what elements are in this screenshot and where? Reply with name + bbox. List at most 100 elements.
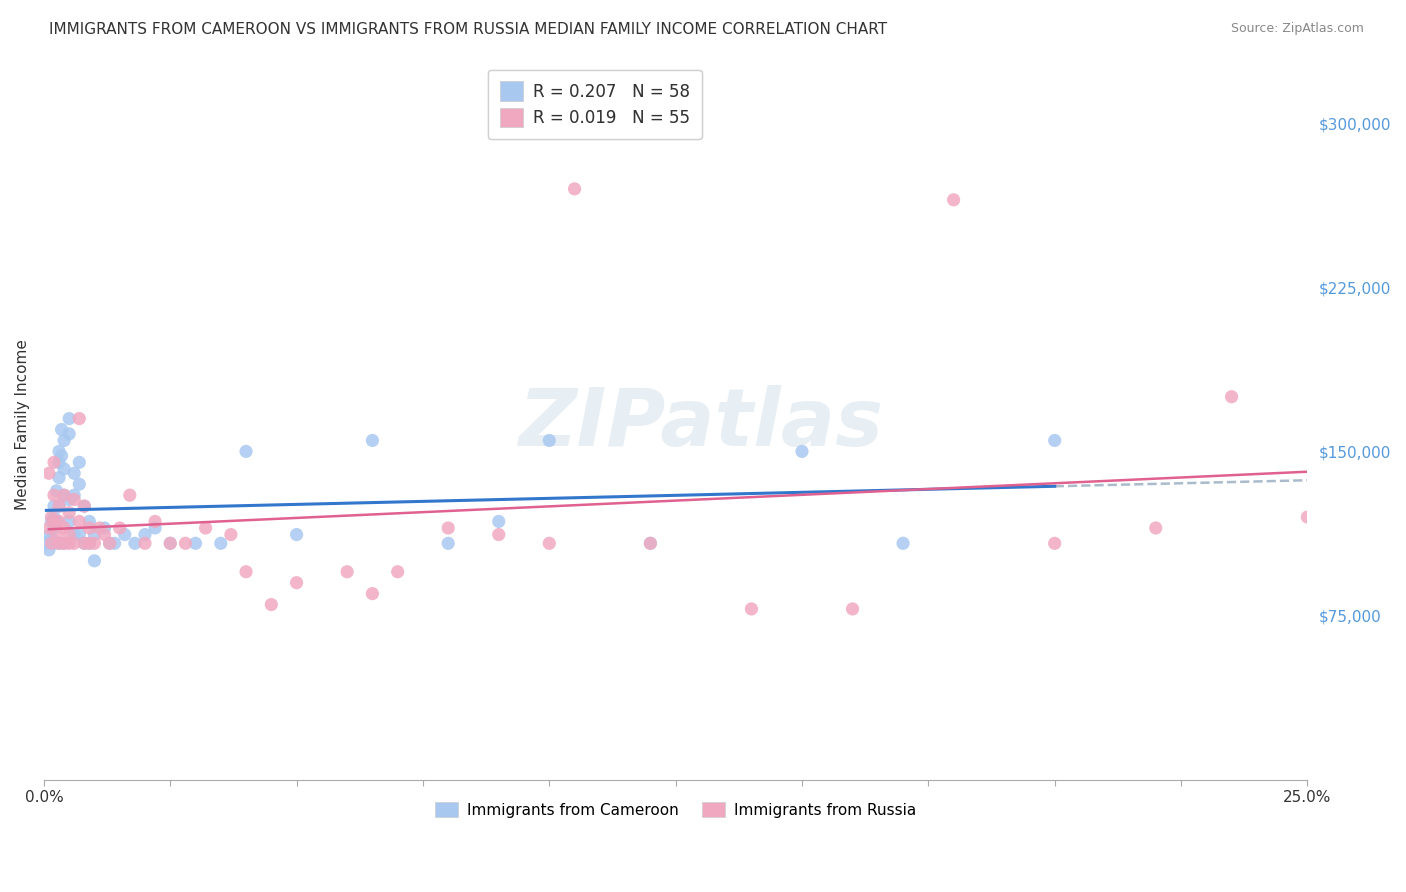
Point	[53, 434, 76, 448]
Point	[51, 449, 73, 463]
Point	[51, 423, 73, 437]
Point	[93, 527, 115, 541]
Point	[63, 527, 86, 541]
Point	[219, 527, 242, 541]
Point	[841, 602, 863, 616]
Point	[48, 471, 70, 485]
Y-axis label: Median Family Income: Median Family Income	[15, 339, 30, 509]
Point	[63, 536, 86, 550]
Point	[67, 527, 90, 541]
Point	[58, 506, 80, 520]
Point	[41, 532, 63, 546]
Point	[83, 527, 105, 541]
Point	[42, 455, 65, 469]
Point	[143, 515, 166, 529]
Point	[209, 536, 232, 550]
Point	[285, 575, 308, 590]
Point	[48, 515, 70, 529]
Point	[63, 467, 86, 481]
Point	[134, 536, 156, 550]
Point	[38, 521, 60, 535]
Point	[38, 467, 60, 481]
Point	[235, 444, 257, 458]
Point	[58, 527, 80, 541]
Point	[63, 492, 86, 507]
Point	[1296, 510, 1319, 524]
Point	[387, 565, 409, 579]
Point	[45, 527, 67, 541]
Point	[640, 536, 662, 550]
Point	[124, 536, 146, 550]
Point	[93, 521, 115, 535]
Point	[790, 444, 813, 458]
Point	[79, 521, 101, 535]
Point	[83, 536, 105, 550]
Point	[53, 521, 76, 535]
Point	[42, 536, 65, 550]
Point	[48, 455, 70, 469]
Text: ZIPatlas: ZIPatlas	[519, 385, 883, 463]
Point	[63, 488, 86, 502]
Point	[488, 527, 510, 541]
Point	[41, 536, 63, 550]
Point	[58, 411, 80, 425]
Point	[1043, 434, 1066, 448]
Point	[67, 515, 90, 529]
Point	[104, 536, 127, 550]
Point	[48, 536, 70, 550]
Point	[942, 193, 965, 207]
Point	[73, 536, 96, 550]
Point	[437, 521, 460, 535]
Point	[118, 488, 141, 502]
Point	[58, 426, 80, 441]
Point	[53, 462, 76, 476]
Point	[41, 510, 63, 524]
Point	[58, 536, 80, 550]
Point	[53, 488, 76, 502]
Point	[38, 542, 60, 557]
Point	[184, 536, 207, 550]
Point	[285, 527, 308, 541]
Point	[538, 536, 561, 550]
Text: Source: ZipAtlas.com: Source: ZipAtlas.com	[1230, 22, 1364, 36]
Point	[45, 483, 67, 498]
Point	[159, 536, 181, 550]
Point	[174, 536, 197, 550]
Point	[73, 536, 96, 550]
Point	[79, 536, 101, 550]
Point	[1043, 536, 1066, 550]
Point	[45, 515, 67, 529]
Legend: Immigrants from Cameroon, Immigrants from Russia: Immigrants from Cameroon, Immigrants fro…	[427, 794, 924, 825]
Point	[73, 499, 96, 513]
Point	[73, 499, 96, 513]
Point	[361, 587, 384, 601]
Point	[41, 515, 63, 529]
Point	[89, 521, 111, 535]
Point	[740, 602, 762, 616]
Point	[79, 536, 101, 550]
Point	[53, 488, 76, 502]
Point	[143, 521, 166, 535]
Point	[564, 182, 586, 196]
Point	[42, 515, 65, 529]
Point	[488, 515, 510, 529]
Point	[538, 434, 561, 448]
Point	[48, 444, 70, 458]
Point	[260, 598, 283, 612]
Point	[159, 536, 181, 550]
Point	[114, 527, 136, 541]
Point	[67, 477, 90, 491]
Point	[108, 521, 131, 535]
Point	[42, 510, 65, 524]
Point	[42, 521, 65, 535]
Point	[42, 488, 65, 502]
Point	[58, 492, 80, 507]
Text: IMMIGRANTS FROM CAMEROON VS IMMIGRANTS FROM RUSSIA MEDIAN FAMILY INCOME CORRELAT: IMMIGRANTS FROM CAMEROON VS IMMIGRANTS F…	[49, 22, 887, 37]
Point	[361, 434, 384, 448]
Point	[53, 536, 76, 550]
Point	[134, 527, 156, 541]
Point	[194, 521, 217, 535]
Point	[640, 536, 662, 550]
Point	[98, 536, 121, 550]
Point	[48, 499, 70, 513]
